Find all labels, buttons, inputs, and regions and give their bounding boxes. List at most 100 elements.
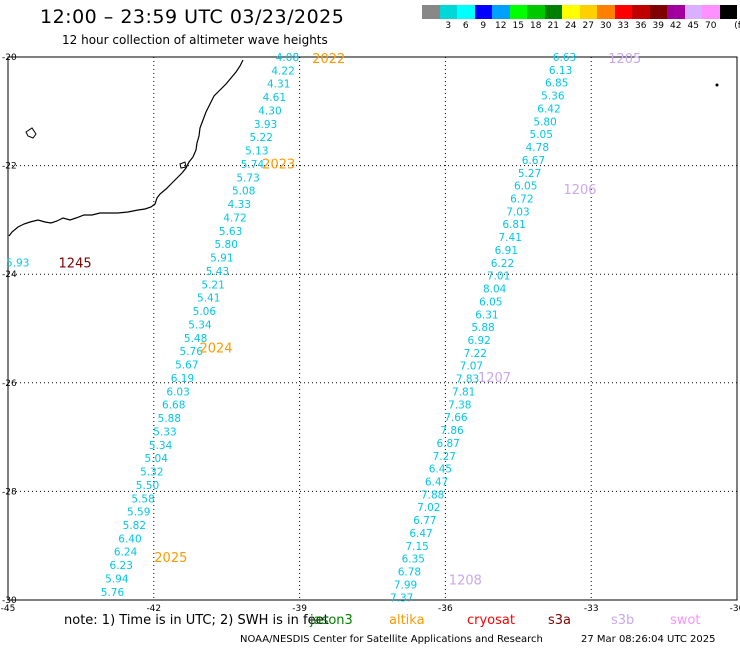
lon-tick-label: -33 <box>584 604 599 614</box>
wave-height-value: 6.05 <box>514 181 537 193</box>
colorbar-label: 6 <box>462 21 469 31</box>
time-label: 2022 <box>312 52 345 67</box>
wave-height-value: 6.85 <box>545 78 568 90</box>
wave-height-value: 6.47 <box>409 528 432 540</box>
wave-height-value: 6.35 <box>402 554 425 566</box>
lat-tick-label: -20 <box>2 53 17 63</box>
wave-height-value: 7.38 <box>448 399 471 411</box>
wave-height-value: 6.23 <box>110 560 133 572</box>
mission-s3b: s3b <box>611 613 635 628</box>
colorbar-label: 12 <box>495 21 507 31</box>
wave-height-value: 5.41 <box>197 293 220 305</box>
wave-height-value: 5.32 <box>140 467 163 479</box>
wave-height-value: 6.40 <box>118 533 141 545</box>
colorbar-swatch <box>492 5 510 19</box>
wave-height-value: 5.91 <box>210 253 233 265</box>
wave-height-value: 7.86 <box>440 425 464 437</box>
wave-height-value: 5.50 <box>136 480 159 492</box>
wave-height-value: 4.30 <box>258 105 281 117</box>
colorbar-label: 39 <box>652 21 664 31</box>
colorbar-label: 18 <box>530 21 542 31</box>
colorbar-swatch <box>579 5 597 19</box>
colorbar-swatch <box>684 5 702 19</box>
colorbar-swatch <box>614 5 632 19</box>
lon-tick-label: -30 <box>730 604 740 614</box>
mission-cryosat: cryosat <box>467 613 515 628</box>
wave-height-value: 5.33 <box>153 426 176 438</box>
island-outline <box>25 127 37 139</box>
wave-height-value: 5.21 <box>201 279 224 291</box>
wave-height-value: 4.61 <box>263 92 286 104</box>
wave-height-value: 7.07 <box>460 361 483 373</box>
colorbar-swatch <box>527 5 545 19</box>
time-label: 1245 <box>59 256 92 271</box>
wave-height-value: 6.47 <box>425 477 448 489</box>
wave-height-value: 6.78 <box>398 567 421 579</box>
mission-altika: altika <box>389 613 425 628</box>
wave-height-value: 4.33 <box>228 199 251 211</box>
colorbar-swatch <box>649 5 667 19</box>
time-label: 2024 <box>199 342 232 357</box>
wave-height-value: 5.08 <box>232 186 255 198</box>
mission-s3a: s3a <box>548 613 572 628</box>
wave-height-value: 6.67 <box>522 155 545 167</box>
wave-height-value: 6.81 <box>502 219 525 231</box>
wave-height-value: 6.42 <box>537 103 560 115</box>
wave-height-value: 5.04 <box>145 453 169 465</box>
colorbar-label: 15 <box>512 21 524 31</box>
lat-tick-label: -24 <box>2 270 17 280</box>
time-label: 1208 <box>449 573 482 588</box>
wave-height-value: 6.92 <box>467 335 490 347</box>
wave-height-value: 6.22 <box>491 258 514 270</box>
wave-height-value: 5.80 <box>533 116 556 128</box>
wave-height-value: 7.01 <box>487 271 510 283</box>
colorbar-label: 70 <box>705 21 717 31</box>
lon-tick-label: -45 <box>1 604 16 614</box>
wave-height-value: 6.87 <box>436 438 459 450</box>
wave-height-value: 7.99 <box>394 579 417 591</box>
coastline <box>8 59 244 237</box>
wave-height-value: 5.88 <box>158 413 181 425</box>
page-subtitle: 12 hour collection of altimeter wave hei… <box>62 33 328 47</box>
time-label: 1207 <box>478 371 511 386</box>
wave-height-value: 6.72 <box>510 194 533 206</box>
time-label: 2023 <box>262 157 295 172</box>
wave-height-value: 7.27 <box>433 451 456 463</box>
colorbar-swatch <box>667 5 685 19</box>
colorbar-swatch <box>562 5 580 19</box>
wave-height-value: 6.45 <box>429 464 452 476</box>
colorbar-swatch <box>719 5 737 19</box>
wave-height-value: 5.22 <box>250 132 273 144</box>
wave-height-value: 7.88 <box>421 489 444 501</box>
wave-height-value: 7.66 <box>444 412 468 424</box>
colorbar-swatch <box>597 5 615 19</box>
wave-height-value: 6.19 <box>171 373 194 385</box>
wave-height-value: 4.31 <box>267 79 290 91</box>
wave-height-value: 7.81 <box>452 386 475 398</box>
colorbar-label: 36 <box>635 21 647 31</box>
wave-height-value: 5.76 <box>101 587 125 599</box>
lat-tick-label: -30 <box>2 596 17 606</box>
wave-height-value: 5.48 <box>184 333 207 345</box>
colorbar-label: 42 <box>670 21 682 31</box>
colorbar-label: 3 <box>445 21 452 31</box>
wave-height-value: 6.05 <box>479 296 502 308</box>
wave-height-value: 5.67 <box>175 360 198 372</box>
mission-jason3: jason3 <box>310 613 353 628</box>
wave-height-value: 5.36 <box>541 91 565 103</box>
colorbar-unit: (ft) <box>734 21 740 31</box>
wave-height-value: 7.41 <box>499 232 522 244</box>
colorbar-swatch <box>702 5 720 19</box>
wave-height-value: 7.02 <box>417 502 440 514</box>
wave-height-value: 7.03 <box>506 206 529 218</box>
colorbar-label: 9 <box>480 21 487 31</box>
wave-height-value: 5.94 <box>105 573 129 585</box>
wave-height-value: 7.22 <box>464 348 487 360</box>
colorbar-swatch <box>422 5 440 19</box>
wave-height-value: 5.93 <box>6 257 29 269</box>
map-frame <box>7 56 738 601</box>
wave-height-value: 6.63 <box>553 52 576 64</box>
wave-height-value: 3.93 <box>254 119 277 131</box>
wave-height-value: 5.63 <box>219 226 242 238</box>
time-label: 1206 <box>563 183 596 198</box>
